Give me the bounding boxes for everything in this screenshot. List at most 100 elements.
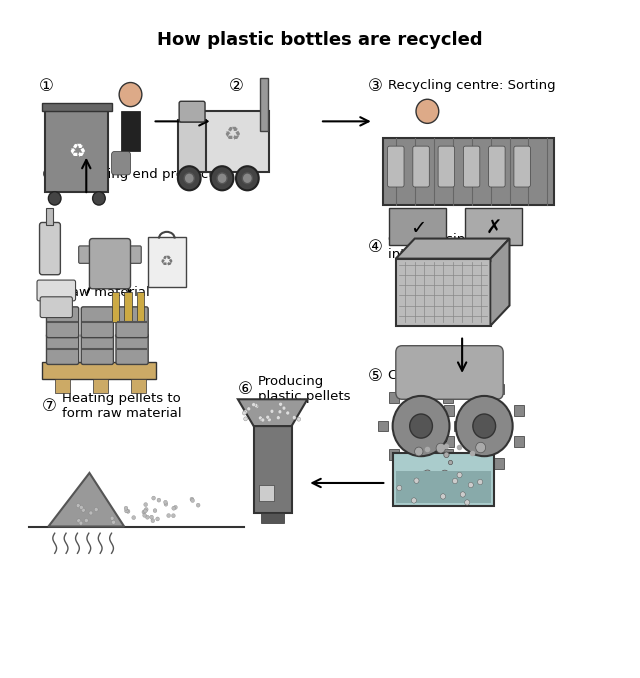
Circle shape xyxy=(465,500,470,505)
FancyBboxPatch shape xyxy=(111,292,119,322)
Circle shape xyxy=(278,410,282,414)
FancyBboxPatch shape xyxy=(253,426,292,513)
Circle shape xyxy=(449,460,452,464)
FancyBboxPatch shape xyxy=(260,78,268,132)
Circle shape xyxy=(244,410,248,414)
Circle shape xyxy=(297,417,301,421)
Circle shape xyxy=(424,470,431,478)
FancyBboxPatch shape xyxy=(90,239,131,289)
Circle shape xyxy=(470,475,475,481)
Polygon shape xyxy=(49,473,124,527)
Circle shape xyxy=(132,515,136,519)
Circle shape xyxy=(276,416,280,420)
Circle shape xyxy=(124,506,128,511)
Text: Recycling centre: Sorting: Recycling centre: Sorting xyxy=(388,79,556,92)
Circle shape xyxy=(397,485,402,491)
Circle shape xyxy=(81,508,85,512)
Text: Heating pellets to
form raw material: Heating pellets to form raw material xyxy=(62,392,182,420)
Circle shape xyxy=(145,507,148,511)
Circle shape xyxy=(79,505,83,509)
Circle shape xyxy=(49,192,61,205)
Circle shape xyxy=(89,511,93,515)
Circle shape xyxy=(416,99,439,123)
Text: ⑨: ⑨ xyxy=(42,166,57,184)
Circle shape xyxy=(153,508,157,513)
Circle shape xyxy=(243,173,252,184)
Text: Washing: Washing xyxy=(393,430,449,443)
Circle shape xyxy=(468,482,474,487)
Circle shape xyxy=(255,404,259,408)
Circle shape xyxy=(173,505,177,509)
Circle shape xyxy=(152,496,156,500)
FancyBboxPatch shape xyxy=(493,384,504,395)
Circle shape xyxy=(93,192,105,205)
Circle shape xyxy=(151,519,155,523)
Text: Producing end products: Producing end products xyxy=(62,168,221,182)
FancyBboxPatch shape xyxy=(81,307,113,338)
Circle shape xyxy=(393,396,449,456)
FancyBboxPatch shape xyxy=(47,208,53,225)
FancyBboxPatch shape xyxy=(137,292,145,322)
FancyBboxPatch shape xyxy=(393,453,493,506)
Circle shape xyxy=(143,509,147,513)
Circle shape xyxy=(259,416,262,420)
Text: Producing
plastic pellets: Producing plastic pellets xyxy=(258,375,351,403)
Circle shape xyxy=(414,478,419,483)
FancyBboxPatch shape xyxy=(261,513,284,523)
Circle shape xyxy=(157,498,161,502)
Circle shape xyxy=(440,494,445,499)
Text: ③: ③ xyxy=(367,77,382,95)
Circle shape xyxy=(125,509,129,513)
FancyBboxPatch shape xyxy=(413,146,429,187)
Circle shape xyxy=(217,173,227,184)
FancyBboxPatch shape xyxy=(123,246,141,263)
Circle shape xyxy=(145,515,149,519)
Circle shape xyxy=(156,517,159,521)
FancyBboxPatch shape xyxy=(438,146,454,187)
Circle shape xyxy=(261,418,265,422)
FancyBboxPatch shape xyxy=(416,461,426,472)
Circle shape xyxy=(94,508,98,511)
Circle shape xyxy=(178,166,200,191)
Circle shape xyxy=(164,500,168,504)
Text: ✓: ✓ xyxy=(410,219,426,238)
FancyBboxPatch shape xyxy=(131,379,147,393)
Circle shape xyxy=(76,504,80,508)
Circle shape xyxy=(455,477,459,482)
Text: How plastic bottles are recycled: How plastic bottles are recycled xyxy=(157,31,483,49)
FancyBboxPatch shape xyxy=(42,363,156,379)
FancyBboxPatch shape xyxy=(396,346,503,399)
FancyBboxPatch shape xyxy=(514,405,524,416)
FancyBboxPatch shape xyxy=(514,146,531,187)
FancyBboxPatch shape xyxy=(389,449,399,460)
Circle shape xyxy=(190,497,194,501)
FancyBboxPatch shape xyxy=(416,380,426,391)
Circle shape xyxy=(292,416,296,420)
Circle shape xyxy=(457,473,462,478)
FancyBboxPatch shape xyxy=(111,151,131,175)
Circle shape xyxy=(270,410,274,414)
Circle shape xyxy=(143,513,147,517)
FancyBboxPatch shape xyxy=(443,393,453,403)
FancyBboxPatch shape xyxy=(444,436,454,447)
Circle shape xyxy=(421,471,428,478)
FancyBboxPatch shape xyxy=(259,485,274,501)
Circle shape xyxy=(191,498,195,502)
FancyBboxPatch shape xyxy=(116,334,148,365)
Circle shape xyxy=(415,447,423,456)
FancyBboxPatch shape xyxy=(465,208,522,245)
Circle shape xyxy=(440,470,449,479)
FancyBboxPatch shape xyxy=(47,334,79,365)
Text: Raw material: Raw material xyxy=(62,285,150,298)
Circle shape xyxy=(454,477,459,483)
FancyBboxPatch shape xyxy=(79,246,97,263)
Text: ⑥: ⑥ xyxy=(238,380,253,398)
Circle shape xyxy=(259,417,263,421)
FancyBboxPatch shape xyxy=(383,138,554,205)
Text: Crushing: Crushing xyxy=(388,370,447,382)
Circle shape xyxy=(458,479,470,492)
Circle shape xyxy=(110,516,114,520)
Circle shape xyxy=(126,509,130,513)
Circle shape xyxy=(266,415,269,419)
Circle shape xyxy=(119,83,142,106)
